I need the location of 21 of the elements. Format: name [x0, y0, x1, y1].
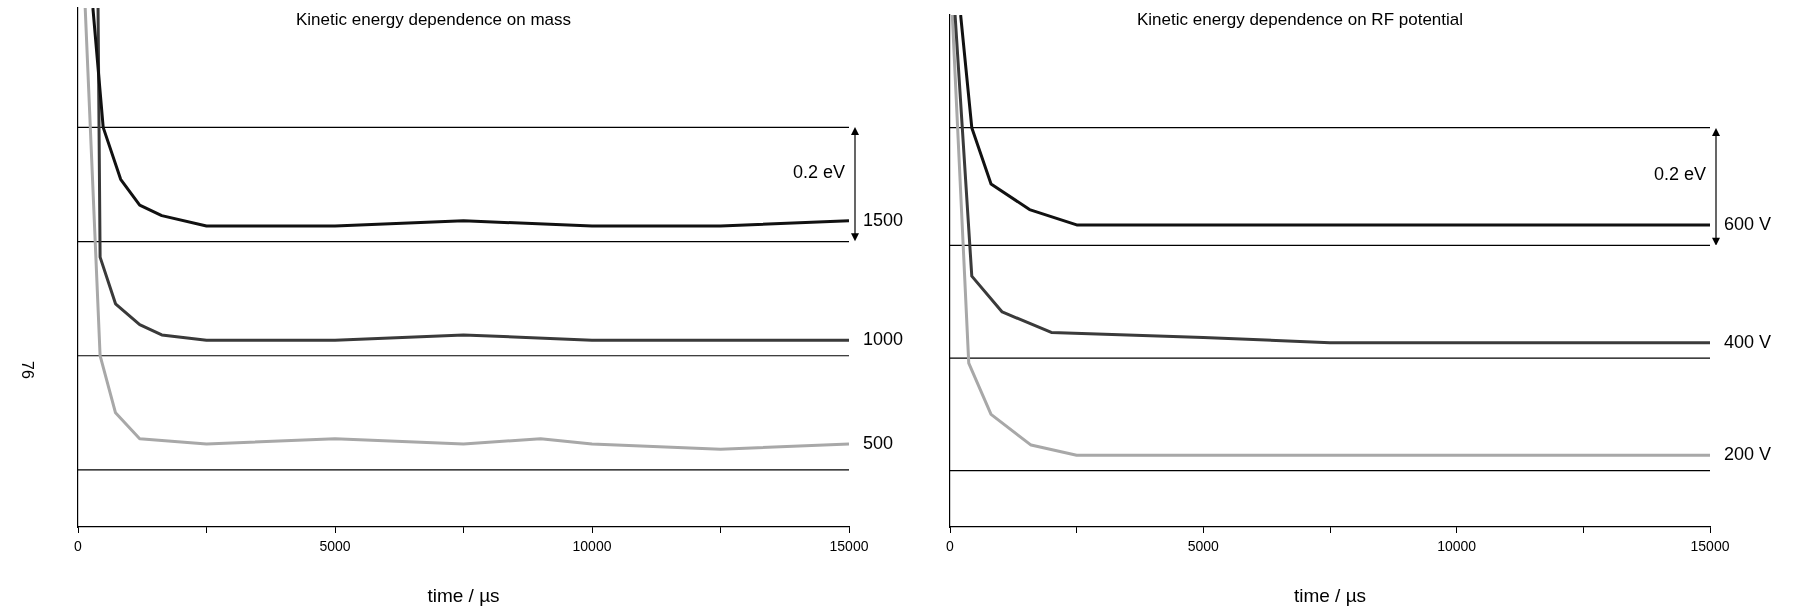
- x-tick-label: 5000: [1187, 538, 1220, 555]
- annotation: 0.2 eV: [792, 162, 845, 183]
- x-tick-label: 10000: [572, 538, 612, 555]
- x-tick-label: 0: [74, 538, 83, 555]
- series-label: 1000: [863, 329, 904, 350]
- chart-title: Kinetic energy dependence on RF potential: [1136, 10, 1464, 30]
- series-label: 200 V: [1724, 444, 1772, 465]
- x-tick-label: 15000: [829, 538, 869, 555]
- series-label: 500: [863, 432, 894, 453]
- series-label: 1500: [863, 209, 904, 230]
- annotation: 0.2 eV: [1653, 163, 1706, 184]
- x-axis-title: time / µs: [1293, 584, 1367, 606]
- x-tick-label: 5000: [319, 538, 351, 555]
- series-label: 600 V: [1724, 213, 1772, 234]
- chart-title: Kinetic energy dependence on mass: [295, 10, 572, 30]
- x-axis-title: time / µs: [427, 584, 500, 606]
- x-tick-label: 0: [946, 538, 955, 555]
- x-tick-label: 10000: [1437, 538, 1477, 555]
- text: 76: [18, 361, 36, 379]
- x-tick-label: 15000: [1690, 538, 1730, 555]
- series-label: 400 V: [1724, 331, 1772, 352]
